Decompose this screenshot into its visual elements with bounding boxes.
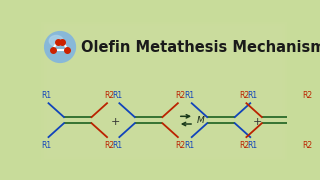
Text: R2: R2 — [239, 141, 249, 150]
Text: R1: R1 — [184, 91, 195, 100]
Text: R2: R2 — [239, 91, 249, 100]
Text: R2: R2 — [175, 141, 185, 150]
Text: R2: R2 — [302, 91, 312, 100]
Text: R1: R1 — [112, 91, 122, 100]
Bar — [72, 45, 256, 137]
Circle shape — [45, 32, 76, 62]
Bar — [68, 42, 260, 139]
Text: R1: R1 — [41, 141, 51, 150]
Bar — [62, 38, 266, 144]
Bar — [84, 54, 244, 128]
Bar — [78, 49, 250, 132]
Text: R1: R1 — [247, 141, 258, 150]
Bar — [75, 47, 253, 135]
Bar — [59, 35, 269, 146]
Text: M: M — [196, 116, 204, 125]
Text: R2: R2 — [104, 141, 114, 150]
Text: R2: R2 — [302, 141, 312, 150]
Text: R2: R2 — [175, 91, 185, 100]
Bar — [66, 40, 262, 142]
Text: Olefin Metathesis Mechanism: Olefin Metathesis Mechanism — [81, 39, 320, 55]
Text: R1: R1 — [41, 91, 51, 100]
Text: R2: R2 — [104, 91, 114, 100]
Text: +: + — [253, 118, 263, 127]
Text: R1: R1 — [247, 91, 258, 100]
Text: +: + — [111, 118, 120, 127]
Bar — [53, 31, 275, 151]
Bar — [56, 33, 272, 149]
Text: R1: R1 — [112, 141, 122, 150]
Bar — [81, 52, 247, 130]
Text: R1: R1 — [184, 141, 195, 150]
Ellipse shape — [49, 35, 63, 46]
